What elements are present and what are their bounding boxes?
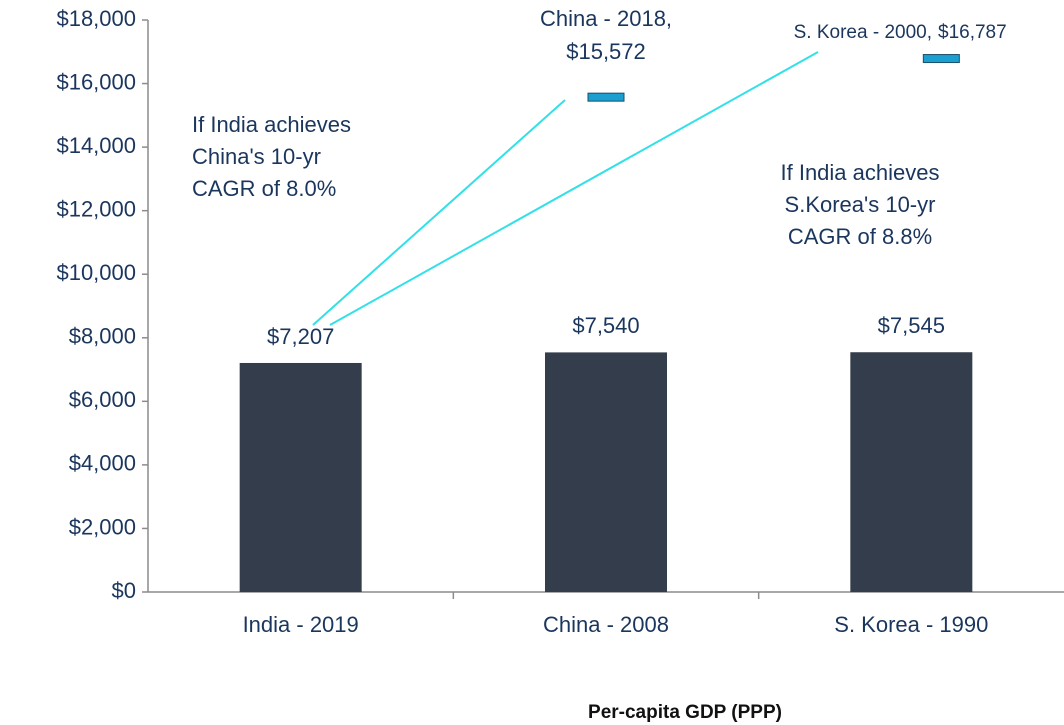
- x-axis-label: Per-capita GDP (PPP): [588, 702, 782, 723]
- y-tick-label: $10,000: [56, 260, 136, 285]
- target-label: China - 2018,: [540, 6, 672, 31]
- target-marker: [587, 92, 625, 102]
- y-tick-label: $12,000: [56, 196, 136, 221]
- y-tick-label: $18,000: [56, 6, 136, 31]
- connector: [329, 51, 819, 326]
- y-tick-label: $4,000: [69, 451, 136, 476]
- value-label: $7,540: [572, 313, 639, 338]
- value-label: $7,207: [267, 324, 334, 349]
- bar: [545, 352, 667, 592]
- annotation: S.Korea's 10-yr: [785, 192, 936, 217]
- x-tick-label: China - 2008: [543, 612, 669, 637]
- y-tick-label: $14,000: [56, 133, 136, 158]
- target-value-label: $15,572: [566, 39, 646, 64]
- y-tick-label: $2,000: [69, 514, 136, 539]
- bar: [239, 362, 362, 592]
- y-tick-label: $16,000: [56, 69, 136, 94]
- y-tick-label: $8,000: [69, 324, 136, 349]
- target-marker: [922, 54, 960, 64]
- bar: [850, 352, 973, 592]
- annotation: CAGR of 8.0%: [192, 176, 336, 201]
- annotation: If India achieves: [192, 112, 351, 137]
- x-tick-label: India - 2019: [243, 612, 359, 637]
- x-tick-label: S. Korea - 1990: [834, 612, 988, 637]
- annotation: China's 10-yr: [192, 144, 321, 169]
- target-label: S. Korea - 2000,: [794, 22, 932, 43]
- annotation: CAGR of 8.8%: [788, 224, 932, 249]
- target-value-label: $16,787: [938, 22, 1007, 43]
- connector: [312, 99, 566, 326]
- value-label: $7,545: [878, 313, 945, 338]
- y-tick-label: $6,000: [69, 387, 136, 412]
- annotation: If India achieves: [781, 160, 940, 185]
- y-tick-label: $0: [112, 578, 136, 603]
